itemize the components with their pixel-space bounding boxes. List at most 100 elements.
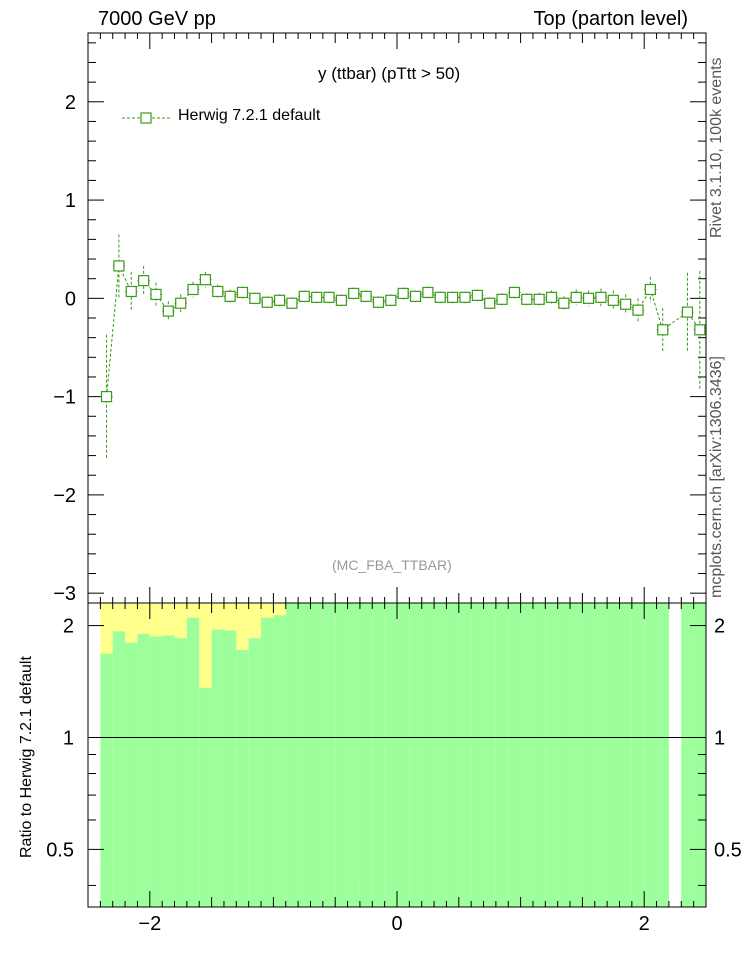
- ratio-band-inner: [298, 603, 311, 907]
- data-point: [138, 275, 150, 287]
- ratio-y-tick-label-right: 1: [714, 727, 725, 749]
- data-point: [273, 294, 286, 306]
- header-left: 7000 GeV pp: [98, 8, 216, 30]
- data-point: [694, 324, 706, 336]
- data-point: [595, 291, 607, 303]
- ratio-band-inner: [162, 635, 175, 907]
- data-point: [657, 324, 669, 336]
- data-point: [484, 297, 496, 309]
- header-right: Top (parton level): [533, 8, 688, 30]
- x-tick-label: 0: [391, 913, 402, 935]
- data-point: [496, 293, 508, 305]
- main-y-tick-label: 1: [65, 190, 76, 212]
- data-point: [249, 292, 261, 304]
- ratio-band-inner: [434, 603, 447, 907]
- main-y-tick-label: 0: [65, 288, 76, 310]
- ratio-band-inner: [137, 633, 150, 907]
- data-point: [125, 285, 137, 298]
- ratio-band-inner: [508, 603, 521, 907]
- data-point: [113, 260, 125, 272]
- ratio-band-inner: [372, 603, 385, 907]
- ratio-axis: 0.5 0.5 1 1 2 2 −2 0 2: [46, 33, 742, 935]
- data-point: [199, 274, 212, 286]
- main-axis: −3 −2 −1 0 1 2: [53, 32, 707, 605]
- legend-marker: [122, 112, 170, 124]
- ratio-band-inner: [409, 603, 422, 907]
- data-point: [212, 285, 224, 298]
- data-point: [681, 306, 694, 318]
- data-point: [607, 294, 619, 306]
- ratio-band-inner: [681, 603, 694, 907]
- data-point: [545, 291, 558, 303]
- data-point: [150, 288, 162, 301]
- ratio-band-inner: [199, 687, 212, 907]
- analysis-tag: (MC_FBA_TTBAR): [332, 557, 452, 573]
- data-point: [224, 290, 236, 302]
- data-point: [582, 292, 595, 304]
- ratio-y-tick-label: 2: [63, 616, 74, 638]
- data-point: [311, 291, 323, 303]
- ratio-band-inner: [174, 638, 187, 907]
- data-point: [286, 297, 298, 309]
- ratio-band-inner: [149, 636, 163, 907]
- data-point: [372, 296, 385, 308]
- ratio-band-inner: [446, 603, 459, 907]
- x-tick-label: −2: [138, 913, 161, 935]
- ratio-band-inner: [236, 649, 249, 907]
- main-series: [100, 234, 706, 459]
- ratio-band-inner: [631, 603, 645, 907]
- data-point: [162, 305, 174, 317]
- ratio-band-inner: [656, 603, 669, 907]
- ratio-band-inner: [545, 603, 558, 907]
- data-point: [459, 291, 471, 303]
- plot-title: y (ttbar) (pTtt > 50): [318, 64, 461, 83]
- ratio-band-inner: [644, 603, 657, 907]
- data-point: [558, 297, 570, 309]
- ratio-band-inner: [483, 603, 496, 907]
- ratio-band-inner: [261, 617, 274, 907]
- data-point: [397, 287, 409, 300]
- data-point: [422, 286, 434, 299]
- data-point: [570, 291, 582, 303]
- ratio-band-inner: [384, 603, 397, 907]
- data-point: [644, 283, 656, 296]
- data-point: [447, 291, 459, 303]
- ratio-band-inner: [532, 603, 546, 907]
- data-point: [409, 290, 422, 302]
- data-point: [323, 291, 335, 303]
- data-point: [471, 289, 483, 301]
- main-y-tick-label: −3: [53, 583, 76, 605]
- ratio-y-axis-label: Ratio to Herwig 7.2.1 default: [18, 656, 35, 858]
- ratio-band-inner: [273, 615, 286, 907]
- data-point: [335, 294, 347, 306]
- ratio-band-inner: [335, 603, 348, 907]
- ratio-band-inner: [285, 603, 299, 907]
- ratio-band-inner: [520, 603, 533, 907]
- data-point: [175, 297, 187, 309]
- ratio-band-inner: [211, 629, 224, 907]
- ratio-band-inner: [186, 617, 200, 907]
- data-point: [620, 298, 632, 310]
- data-point: [632, 304, 644, 316]
- ratio-band-inner: [458, 603, 472, 907]
- data-point: [298, 290, 310, 302]
- ratio-band-inner: [397, 603, 410, 907]
- data-point: [434, 291, 446, 303]
- main-y-tick-label: −1: [53, 387, 76, 409]
- ratio-band-inner: [594, 603, 608, 907]
- ratio-y-tick-label-right: 0.5: [714, 839, 742, 861]
- ratio-y-tick-label: 0.5: [46, 839, 74, 861]
- ratio-band-inner: [619, 603, 632, 907]
- ratio-band-inner: [322, 603, 336, 907]
- ratio-band-inner: [421, 603, 435, 907]
- ratio-band-inner: [125, 642, 138, 907]
- legend-square-icon: [140, 112, 152, 124]
- ratio-band-inner: [557, 603, 571, 907]
- ratio-band-inner: [570, 603, 583, 907]
- main-y-tick-label: −2: [53, 485, 76, 507]
- data-point: [360, 290, 372, 302]
- main-y-tick-label: 2: [65, 92, 76, 114]
- ratio-band-inner: [359, 603, 373, 907]
- ratio-band-inner: [310, 603, 323, 907]
- legend-label: Herwig 7.2.1 default: [178, 107, 321, 124]
